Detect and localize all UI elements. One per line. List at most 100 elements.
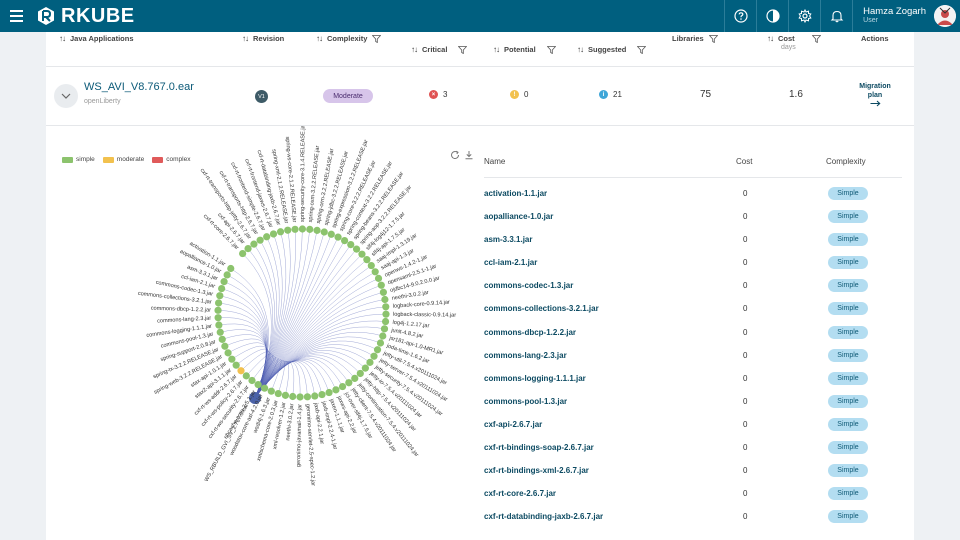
graph-node[interactable]: [370, 352, 378, 360]
graph-node[interactable]: [338, 382, 347, 391]
table-row[interactable]: cxf-api-2.6.7.jar 0 Simple: [484, 413, 902, 436]
table-row[interactable]: cxf-rt-databinding-jaxb-2.6.7.jar 0 Simple: [484, 505, 902, 528]
help-icon[interactable]: [724, 0, 756, 32]
graph-node[interactable]: [276, 228, 285, 236]
col-libraries[interactable]: Libraries: [672, 34, 718, 43]
library-name[interactable]: commons-codec-1.3.jar: [484, 281, 574, 291]
graph-root-node[interactable]: [249, 392, 261, 404]
graph-node[interactable]: [228, 355, 236, 363]
graph-node[interactable]: [214, 314, 222, 322]
graph-node[interactable]: [376, 339, 385, 347]
library-name[interactable]: cxf-rt-bindings-xml-2.6.7.jar: [484, 466, 589, 476]
table-row[interactable]: commons-codec-1.3.jar 0 Simple: [484, 274, 902, 297]
library-name[interactable]: cxf-api-2.6.7.jar: [484, 419, 543, 429]
table-row[interactable]: aopalliance-1.0.jar 0 Simple: [484, 205, 902, 228]
library-name[interactable]: asm-3.3.1.jar: [484, 235, 533, 245]
filter-icon[interactable]: [546, 45, 556, 54]
filter-icon[interactable]: [458, 45, 468, 54]
library-name[interactable]: cxf-rt-core-2.6.7.jar: [484, 489, 557, 499]
table-row[interactable]: commons-logging-1.1.1.jar 0 Simple: [484, 367, 902, 390]
graph-node[interactable]: [351, 374, 359, 382]
library-name[interactable]: activation-1.1.jar: [484, 189, 548, 198]
graph-node[interactable]: [215, 299, 223, 307]
sort-icon[interactable]: ↑↓: [316, 34, 323, 43]
graph-node[interactable]: [311, 392, 319, 400]
library-name[interactable]: cxf-rt-bindings-soap-2.6.7.jar: [484, 443, 594, 453]
graph-node[interactable]: [224, 349, 232, 357]
graph-node[interactable]: [239, 249, 247, 258]
graph-node[interactable]: [223, 271, 231, 279]
graph-node[interactable]: [345, 379, 353, 387]
graph-node[interactable]: [244, 244, 252, 253]
bell-icon[interactable]: [820, 0, 852, 32]
graph-node[interactable]: [382, 303, 390, 311]
gear-icon[interactable]: [788, 0, 820, 32]
graph-node[interactable]: [358, 250, 366, 258]
sort-icon[interactable]: ↑↓: [577, 45, 584, 54]
graph-node[interactable]: [363, 256, 371, 264]
graph-node[interactable]: [356, 369, 364, 378]
migration-plan-link[interactable]: Migration plan: [856, 82, 894, 110]
graph-node[interactable]: [289, 392, 297, 401]
library-name[interactable]: commons-pool-1.3.jar: [484, 396, 568, 406]
sort-icon[interactable]: ↑↓: [493, 45, 500, 54]
graph-node[interactable]: [379, 288, 388, 296]
graph-node[interactable]: [284, 226, 292, 234]
graph-node[interactable]: [380, 325, 389, 333]
graph-node[interactable]: [296, 393, 304, 401]
library-name[interactable]: commons-dbcp-1.2.2.jar: [484, 327, 577, 337]
graph-node[interactable]: [332, 386, 340, 394]
table-row[interactable]: asm-3.3.1.jar 0 Simple: [484, 228, 902, 251]
graph-node[interactable]: [298, 225, 307, 233]
collapse-button[interactable]: [54, 84, 78, 108]
graph-node[interactable]: [373, 346, 382, 354]
graph-node[interactable]: [221, 342, 229, 350]
app-name[interactable]: WS_AVI_V8.767.0.ear: [84, 81, 194, 93]
table-row[interactable]: cxf-rt-bindings-xml-2.6.7.jar 0 Simple: [484, 459, 902, 482]
table-row[interactable]: commons-lang-2.3.jar 0 Simple: [484, 344, 902, 367]
sort-icon[interactable]: ↑↓: [59, 34, 66, 43]
graph-node[interactable]: [254, 381, 262, 389]
graph-node[interactable]: [250, 240, 258, 248]
graph-node[interactable]: [216, 328, 224, 336]
table-row[interactable]: activation-1.1.jar 0 Simple: [484, 182, 902, 205]
library-name[interactable]: ccl-iam-2.1.jar: [484, 258, 538, 268]
graph-node[interactable]: [232, 361, 240, 369]
logo[interactable]: RKUBE: [36, 5, 135, 28]
graph-node[interactable]: [318, 390, 326, 399]
graph-node[interactable]: [327, 230, 335, 238]
table-row[interactable]: commons-pool-1.3.jar 0 Simple: [484, 390, 902, 413]
graph-node[interactable]: [325, 388, 333, 397]
table-row[interactable]: commons-dbcp-1.2.2.jar 0 Simple: [484, 321, 902, 344]
library-name[interactable]: cxf-rt-databinding-jaxb-2.6.7.jar: [484, 512, 604, 522]
col-revision[interactable]: ↑↓ Revision: [242, 34, 285, 43]
graph-node[interactable]: [382, 310, 390, 318]
graph-node[interactable]: [267, 387, 275, 395]
graph-node[interactable]: [381, 295, 389, 304]
col-suggested[interactable]: ↑↓ Suggested: [577, 45, 647, 54]
col-java-applications[interactable]: ↑↓ Java Applications: [59, 34, 134, 43]
graph-node[interactable]: [381, 317, 390, 326]
graph-node[interactable]: [227, 264, 235, 273]
graph-node[interactable]: [248, 376, 256, 385]
filter-icon[interactable]: [637, 45, 647, 54]
filter-icon[interactable]: [811, 34, 821, 43]
graph-node[interactable]: [215, 321, 223, 329]
table-row[interactable]: cxf-rt-core-2.6.7.jar 0 Simple: [484, 482, 902, 505]
table-row[interactable]: ccl-iam-2.1.jar 0 Simple: [484, 251, 902, 274]
download-icon[interactable]: [464, 150, 474, 160]
col-complexity[interactable]: ↑↓ Complexity: [316, 34, 382, 43]
library-name[interactable]: aopalliance-1.0.jar: [484, 212, 554, 222]
graph-node[interactable]: [256, 236, 264, 244]
graph-node[interactable]: [377, 281, 385, 289]
table-row[interactable]: cxf-rt-bindings-soap-2.6.7.jar 0 Simple: [484, 436, 902, 459]
graph-node[interactable]: [274, 389, 282, 398]
graph-node[interactable]: [352, 245, 361, 253]
user-menu[interactable]: Hamza Zogarh User: [852, 0, 960, 32]
graph-node[interactable]: [306, 225, 314, 233]
graph-node[interactable]: [361, 364, 369, 372]
sort-icon[interactable]: ↑↓: [242, 34, 249, 43]
graph-node[interactable]: [313, 226, 321, 234]
col-critical[interactable]: ↑↓ Critical: [411, 45, 468, 54]
library-name[interactable]: commons-logging-1.1.1.jar: [484, 373, 586, 383]
